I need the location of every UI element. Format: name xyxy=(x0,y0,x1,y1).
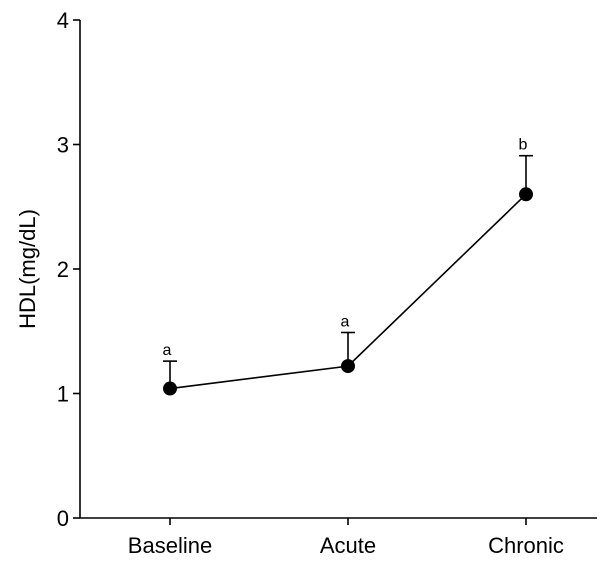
y-tick-label: 4 xyxy=(57,8,69,33)
y-tick-label: 3 xyxy=(57,133,69,158)
y-tick-label: 2 xyxy=(57,257,69,282)
y-tick-label: 1 xyxy=(57,382,69,407)
significance-label: b xyxy=(519,137,528,154)
significance-label: a xyxy=(341,313,350,330)
y-tick-label: 0 xyxy=(57,506,69,531)
plot-area: a a b xyxy=(163,137,533,396)
axes: 0 1 2 3 4 Baseline Acute Chronic xyxy=(57,8,597,558)
x-tick-label: Chronic xyxy=(488,533,564,558)
x-tick-label: Baseline xyxy=(128,533,212,558)
significance-label: a xyxy=(163,342,172,359)
data-point xyxy=(519,187,533,202)
y-axis-title: HDL(mg/dL) xyxy=(15,209,40,329)
data-point xyxy=(341,359,355,374)
x-tick-label: Acute xyxy=(320,533,376,558)
data-point xyxy=(163,381,177,396)
